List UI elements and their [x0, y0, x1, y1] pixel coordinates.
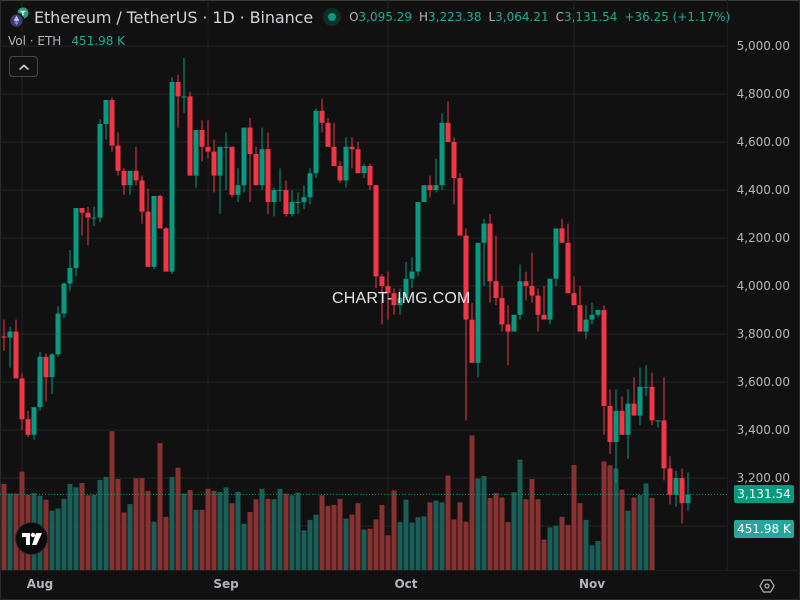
tradingview-logo-icon — [21, 532, 42, 545]
price-tick-label: 3,800.00 — [736, 327, 790, 341]
settings-hexagon-icon — [759, 579, 775, 593]
legend-main: Ethereum / TetherUS · 1D · Binance O3,09… — [8, 6, 730, 29]
price-tick-label: 3,200.00 — [736, 471, 790, 485]
low-value: 3,064.21 — [495, 10, 549, 24]
ohlc-values: O3,095.29 H3,223.38 L3,064.21 C3,131.54 … — [349, 10, 730, 24]
tradingview-logo[interactable] — [15, 522, 48, 555]
watermark: CHART- IMG.COM — [332, 290, 471, 307]
price-tick-label: 4,400.00 — [736, 183, 790, 197]
symbol-title[interactable]: Ethereum / TetherUS · 1D · Binance — [34, 7, 314, 27]
price-tick-label: 3,400.00 — [736, 423, 790, 437]
close-label: C — [555, 10, 564, 24]
price-tick-label: 4,600.00 — [736, 135, 790, 149]
legend-volume: Vol · ETH 451.98 K — [8, 32, 125, 50]
close-value: 3,131.54 — [563, 10, 618, 24]
price-tick-label: 4,200.00 — [736, 231, 790, 245]
high-label: H — [418, 10, 429, 24]
time-tick-label: Nov — [578, 577, 606, 591]
price-change: +36.25 (+1.17%) — [624, 10, 731, 24]
volume-value: 451.98 K — [71, 34, 126, 48]
chevron-up-icon — [18, 63, 29, 70]
open-value: 3,095.29 — [358, 10, 412, 24]
market-status-indicator[interactable] — [323, 8, 342, 26]
price-tick-label: 3,600.00 — [736, 375, 790, 389]
price-tick-label: 4,000.00 — [736, 279, 790, 293]
chart-settings-button[interactable] — [759, 578, 775, 594]
collapse-legend-button[interactable] — [9, 56, 38, 77]
volume-label[interactable]: Vol · ETH — [8, 34, 62, 48]
time-tick-label: Oct — [394, 577, 418, 591]
market-open-dot-icon — [328, 13, 337, 21]
time-tick-label: Sep — [213, 577, 239, 591]
last-volume-badge: 451.98 K — [734, 520, 794, 538]
price-tick-label: 4,800.00 — [736, 87, 790, 101]
price-tick-label: 5,000.00 — [736, 39, 790, 53]
last-price-badge: 3,131.54 — [734, 485, 794, 504]
time-tick-label: Aug — [26, 577, 54, 591]
high-value: 3,223.38 — [428, 10, 482, 24]
ethereum-tether-coin-icon — [8, 7, 29, 29]
open-label: O — [349, 10, 359, 24]
low-label: L — [488, 10, 496, 24]
